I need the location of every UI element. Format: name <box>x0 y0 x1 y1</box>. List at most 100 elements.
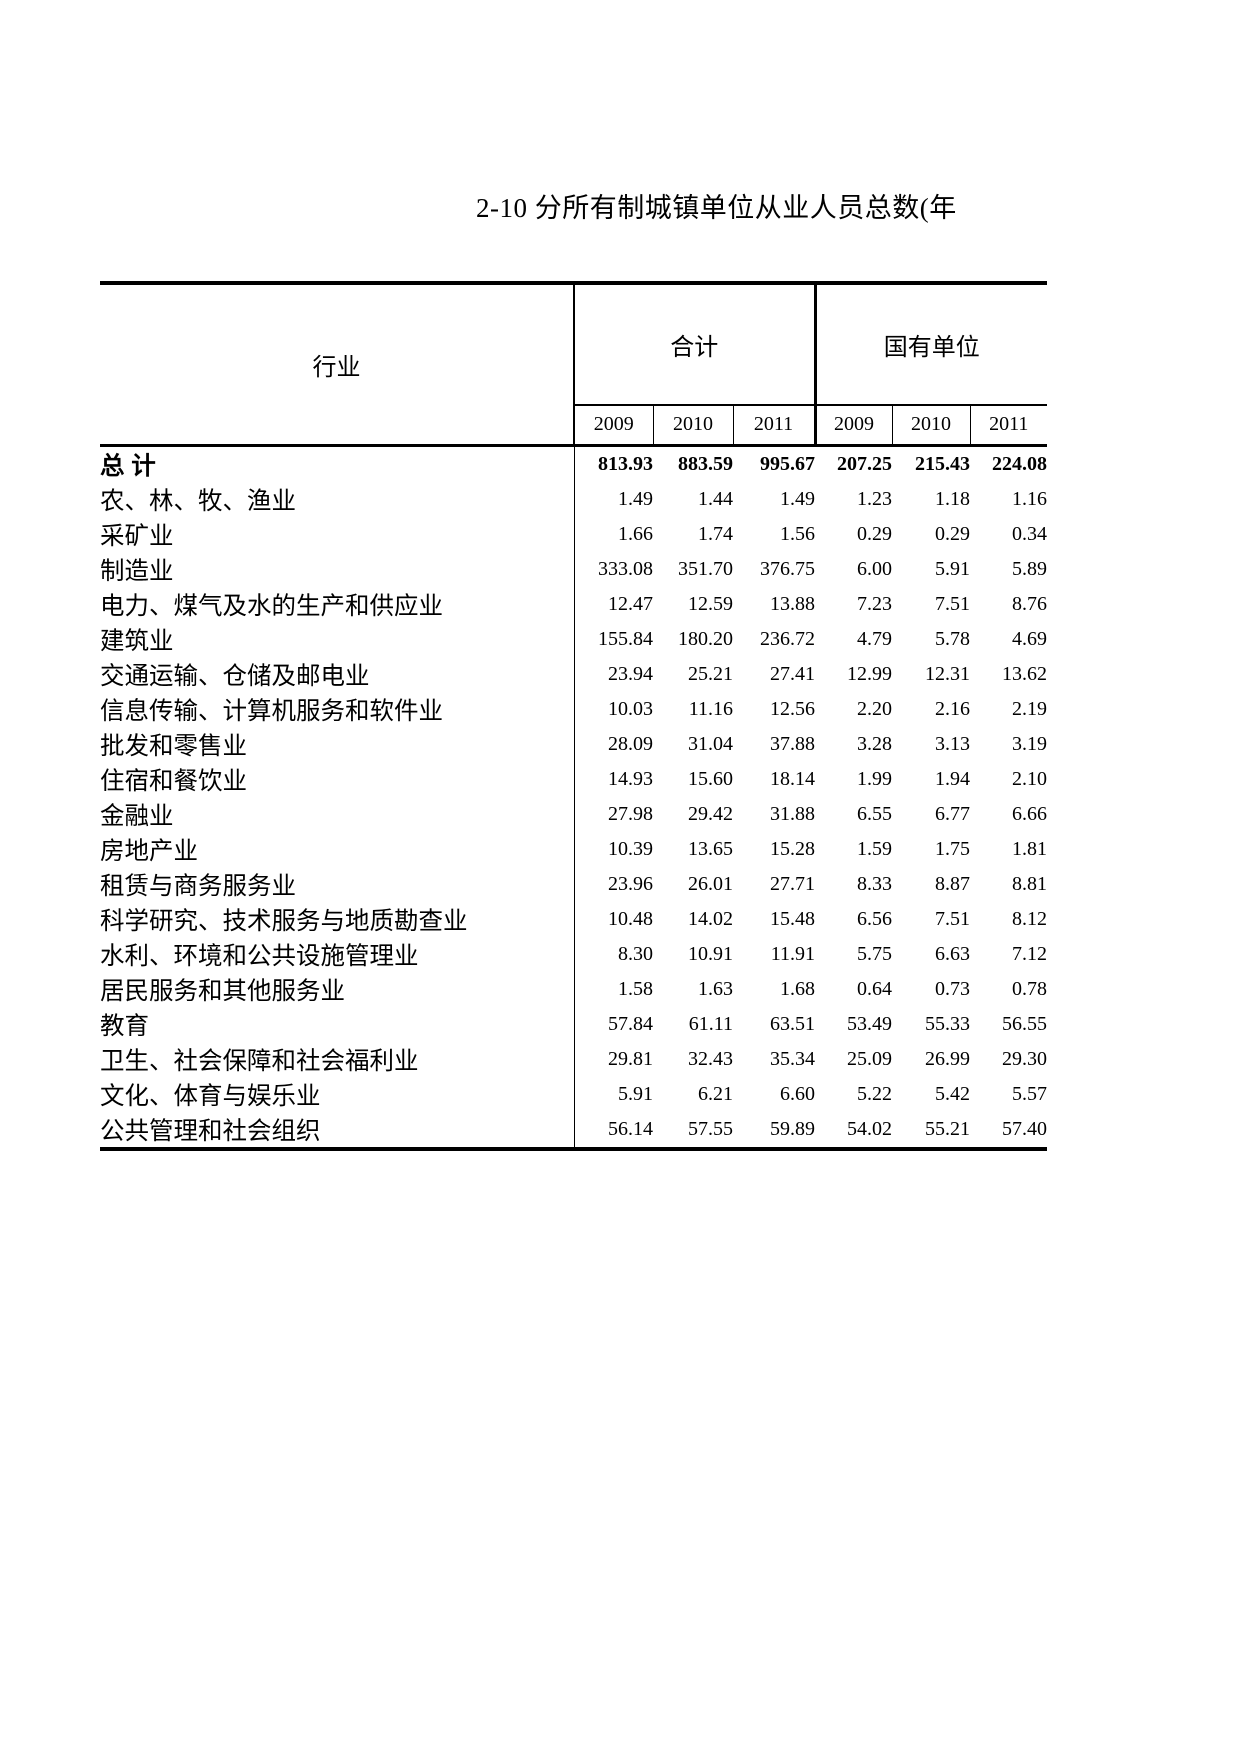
industry-cell: 交通运输、仓储及邮电业 <box>100 656 575 692</box>
value-cell: 29.81 <box>608 1047 653 1070</box>
table-row: 住宿和餐饮业 14.93 15.60 18.14 1.99 1.94 2.10 <box>100 761 1048 797</box>
value-cell: 23.96 <box>608 872 653 895</box>
industry-cell: 住宿和餐饮业 <box>100 761 575 797</box>
industry-cell: 信息传输、计算机服务和软件业 <box>100 691 575 727</box>
value-cell: 6.66 <box>1012 802 1048 825</box>
value-cell: 26.99 <box>925 1047 971 1070</box>
industry-cell: 水利、环境和公共设施管理业 <box>100 936 575 972</box>
table-row: 金融业 27.98 29.42 31.88 6.55 6.77 6.66 <box>100 796 1048 832</box>
value-cell: 5.91 <box>618 1082 653 1105</box>
value-cell: 1.75 <box>935 837 971 860</box>
value-cell: 25.21 <box>688 662 733 685</box>
value-cell: 1.58 <box>618 977 653 1000</box>
value-cell: 12.56 <box>770 697 816 720</box>
value-cell: 3.19 <box>1012 732 1048 755</box>
table-body: 总 计 813.93 883.59 995.67 207.25 215.43 224.08 农… <box>100 445 1047 1149</box>
value-cell: 4.79 <box>857 627 893 650</box>
value-cell: 1.59 <box>857 837 893 860</box>
table-row: 房地产业 10.39 13.65 15.28 1.59 1.75 1.81 <box>100 831 1048 867</box>
value-cell: 57.40 <box>1002 1117 1048 1140</box>
value-cell: 7.23 <box>857 592 893 615</box>
value-cell: 1.81 <box>1012 837 1048 860</box>
group-header-total: 合计 <box>574 283 817 405</box>
table-row: 批发和零售业 28.09 31.04 37.88 3.28 3.13 3.19 <box>100 726 1048 762</box>
table-row: 公共管理和社会组织 56.14 57.55 59.89 54.02 55.21 57.40 <box>100 1111 1048 1149</box>
value-cell: 11.91 <box>770 942 816 965</box>
industry-cell: 农、林、牧、渔业 <box>100 481 575 517</box>
industry-cell: 采矿业 <box>100 516 575 552</box>
industry-cell: 教育 <box>100 1006 575 1042</box>
value-cell: 1.99 <box>857 767 893 790</box>
value-cell: 13.62 <box>1002 662 1048 685</box>
value-cell: 55.33 <box>925 1012 971 1035</box>
value-cell: 7.51 <box>935 592 971 615</box>
value-cell: 1.63 <box>698 977 733 1000</box>
value-cell: 8.81 <box>1012 872 1048 895</box>
value-cell: 6.63 <box>935 942 971 965</box>
value-cell: 0.34 <box>1012 522 1048 545</box>
table-row: 租赁与商务服务业 23.96 26.01 27.71 8.33 8.87 8.81 <box>100 866 1048 902</box>
table-row: 卫生、社会保障和社会福利业 29.81 32.43 35.34 25.09 26.99 29… <box>100 1041 1048 1077</box>
value-cell: 5.22 <box>857 1082 893 1105</box>
table-row: 文化、体育与娱乐业 5.91 6.21 6.60 5.22 5.42 5.57 <box>100 1076 1048 1112</box>
value-cell: 333.08 <box>598 557 653 580</box>
industry-cell: 房地产业 <box>100 831 575 867</box>
value-cell: 0.29 <box>935 522 971 545</box>
value-cell: 10.48 <box>608 907 653 930</box>
value-cell: 351.70 <box>678 557 733 580</box>
year-header: 2011 <box>732 404 816 447</box>
value-cell: 12.99 <box>847 662 893 685</box>
value-cell: 23.94 <box>608 662 653 685</box>
value-cell: 28.09 <box>608 732 653 755</box>
value-cell: 8.12 <box>1012 907 1048 930</box>
year-header: 2011 <box>969 404 1048 447</box>
value-cell: 2.10 <box>1012 767 1048 790</box>
group-header-state-owned: 国有单位 <box>883 334 980 361</box>
value-cell: 56.14 <box>608 1117 653 1140</box>
value-cell: 12.31 <box>925 662 971 685</box>
value-cell: 32.43 <box>688 1047 733 1070</box>
value-cell: 12.47 <box>608 592 653 615</box>
value-cell: 5.57 <box>1012 1082 1048 1105</box>
value-cell: 6.55 <box>857 802 893 825</box>
table-header: 行业 合计 国有单位 2009 2010 2011 2009 2010 2011 <box>100 283 1048 447</box>
value-cell: 31.04 <box>688 732 733 755</box>
value-cell: 27.41 <box>770 662 816 685</box>
industry-cell: 电力、煤气及水的生产和供应业 <box>100 586 575 622</box>
value-cell: 10.03 <box>608 697 653 720</box>
industry-cell: 批发和零售业 <box>100 726 575 762</box>
value-cell: 13.88 <box>770 592 816 615</box>
group-header-row: 行业 合计 国有单位 <box>100 283 1047 447</box>
value-cell: 56.55 <box>1002 1012 1048 1035</box>
value-cell: 54.02 <box>847 1117 893 1140</box>
value-cell: 6.60 <box>780 1082 816 1105</box>
year-header: 2009 <box>573 404 653 447</box>
value-cell: 0.64 <box>857 977 893 1000</box>
value-cell: 180.20 <box>678 627 733 650</box>
value-cell: 215.43 <box>915 452 971 475</box>
table-row: 建筑业 155.84 180.20 236.72 4.79 5.78 4.69 <box>100 621 1048 657</box>
year-header: 2010 <box>652 404 733 447</box>
industry-cell: 文化、体育与娱乐业 <box>100 1076 575 1112</box>
industry-cell: 科学研究、技术服务与地质勘查业 <box>100 901 575 937</box>
value-cell: 8.76 <box>1012 592 1048 615</box>
value-cell: 6.21 <box>698 1082 733 1105</box>
value-cell: 0.29 <box>857 522 893 545</box>
table-row: 农、林、牧、渔业 1.49 1.44 1.49 1.23 1.18 1.16 <box>100 481 1047 517</box>
value-cell: 1.44 <box>698 487 733 510</box>
value-cell: 27.98 <box>608 802 653 825</box>
value-cell: 3.28 <box>857 732 893 755</box>
value-cell: 6.77 <box>935 802 971 825</box>
value-cell: 4.69 <box>1012 627 1048 650</box>
industry-cell: 制造业 <box>100 551 575 587</box>
industry-cell: 建筑业 <box>100 621 575 657</box>
value-cell: 29.30 <box>1002 1047 1048 1070</box>
value-cell: 224.08 <box>992 452 1048 475</box>
value-cell: 155.84 <box>598 627 653 650</box>
value-cell: 57.84 <box>608 1012 653 1035</box>
value-cell: 26.01 <box>688 872 733 895</box>
table-row: 水利、环境和公共设施管理业 8.30 10.91 11.91 5.75 6.63 7.12 <box>100 936 1047 972</box>
year-header: 2009 <box>813 404 893 447</box>
value-cell: 14.02 <box>688 907 733 930</box>
